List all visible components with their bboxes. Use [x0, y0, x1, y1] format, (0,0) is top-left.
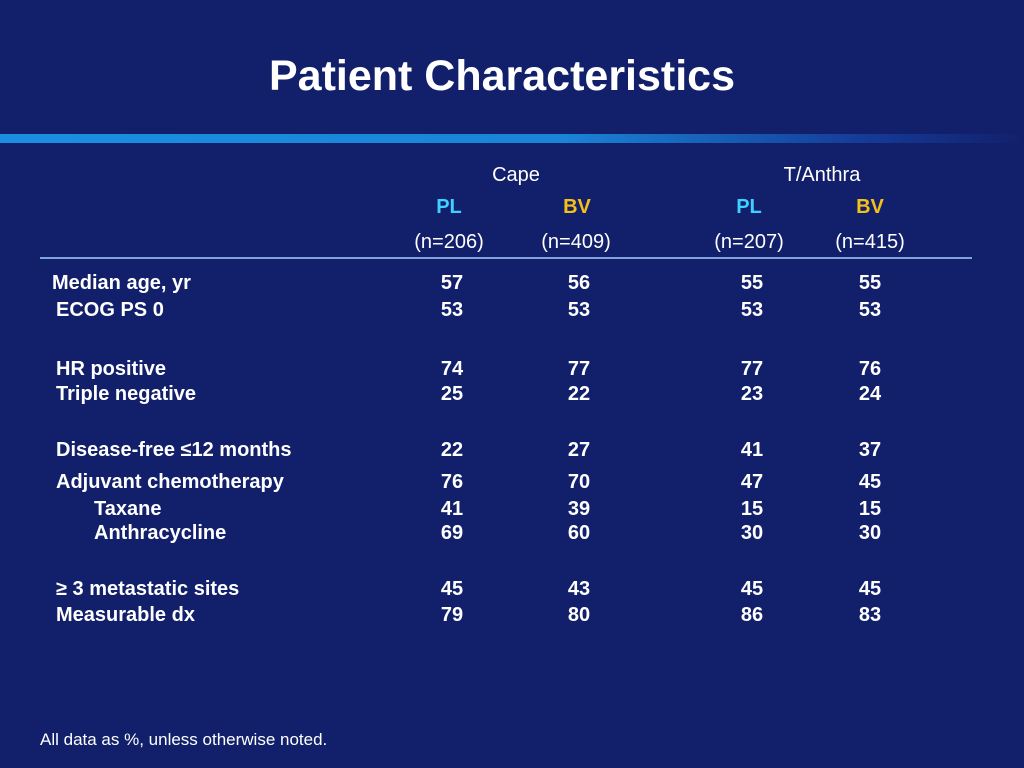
row-label-anthracycline: Anthracycline — [94, 522, 227, 544]
arm-label-tanthra-pl: PL — [736, 196, 762, 218]
table-cell: 76 — [440, 471, 464, 493]
row-label-metastatic-sites: ≥ 3 metastatic sites — [56, 578, 240, 600]
table-cell: 30 — [858, 522, 882, 544]
table-cell: 22 — [440, 439, 464, 461]
table-cell: 79 — [440, 604, 464, 626]
table-cell: 53 — [440, 299, 464, 321]
row-label-ecog: ECOG PS 0 — [56, 299, 164, 321]
table-cell: 15 — [858, 498, 882, 520]
table-cell: 53 — [858, 299, 882, 321]
n-cape-bv: (n=409) — [541, 231, 611, 253]
title-divider — [0, 134, 1024, 143]
row-label-median-age: Median age, yr — [52, 272, 191, 294]
n-tanthra-bv: (n=415) — [835, 231, 905, 253]
table-cell: 45 — [858, 471, 882, 493]
table-cell: 22 — [567, 383, 591, 405]
table-cell: 77 — [567, 358, 591, 380]
table-cell: 55 — [858, 272, 882, 294]
arm-label-cape-pl: PL — [436, 196, 462, 218]
table-cell: 77 — [740, 358, 764, 380]
row-label-disease-free: Disease-free ≤12 months — [56, 439, 292, 461]
table-cell: 25 — [440, 383, 464, 405]
header-divider — [40, 257, 972, 259]
row-label-taxane: Taxane — [94, 498, 162, 520]
table-cell: 86 — [740, 604, 764, 626]
n-cape-pl: (n=206) — [414, 231, 484, 253]
table-cell: 80 — [567, 604, 591, 626]
table-cell: 76 — [858, 358, 882, 380]
footnote: All data as %, unless otherwise noted. — [40, 730, 328, 749]
table-cell: 55 — [740, 272, 764, 294]
table-cell: 56 — [567, 272, 591, 294]
table-cell: 27 — [567, 439, 591, 461]
table-cell: 74 — [440, 358, 464, 380]
group-header-cape: Cape — [492, 164, 540, 186]
table-cell: 24 — [858, 383, 882, 405]
table-cell: 47 — [740, 471, 764, 493]
table-cell: 45 — [440, 578, 464, 600]
table-cell: 39 — [567, 498, 591, 520]
table-cell: 53 — [567, 299, 591, 321]
table-cell: 41 — [440, 498, 464, 520]
table-cell: 15 — [740, 498, 764, 520]
table-cell: 70 — [567, 471, 591, 493]
table-cell: 69 — [440, 522, 464, 544]
slide-title: Patient Characteristics — [268, 52, 736, 100]
n-tanthra-pl: (n=207) — [714, 231, 784, 253]
table-cell: 30 — [740, 522, 764, 544]
group-header-t-anthra: T/Anthra — [783, 164, 861, 186]
table-cell: 37 — [858, 439, 882, 461]
table-cell: 45 — [858, 578, 882, 600]
table-cell: 45 — [740, 578, 764, 600]
table-cell: 41 — [740, 439, 764, 461]
table-cell: 60 — [567, 522, 591, 544]
table-cell: 23 — [740, 383, 764, 405]
row-label-adjuvant-chemo: Adjuvant chemotherapy — [56, 471, 284, 493]
table-cell: 83 — [858, 604, 882, 626]
table-cell: 43 — [567, 578, 591, 600]
arm-label-tanthra-bv: BV — [856, 196, 884, 218]
row-label-triple-negative: Triple negative — [56, 383, 197, 405]
row-label-measurable-dx: Measurable dx — [56, 604, 195, 626]
arm-label-cape-bv: BV — [563, 196, 591, 218]
table-cell: 57 — [440, 272, 464, 294]
row-label-hr-positive: HR positive — [56, 358, 167, 380]
table-cell: 53 — [740, 299, 764, 321]
